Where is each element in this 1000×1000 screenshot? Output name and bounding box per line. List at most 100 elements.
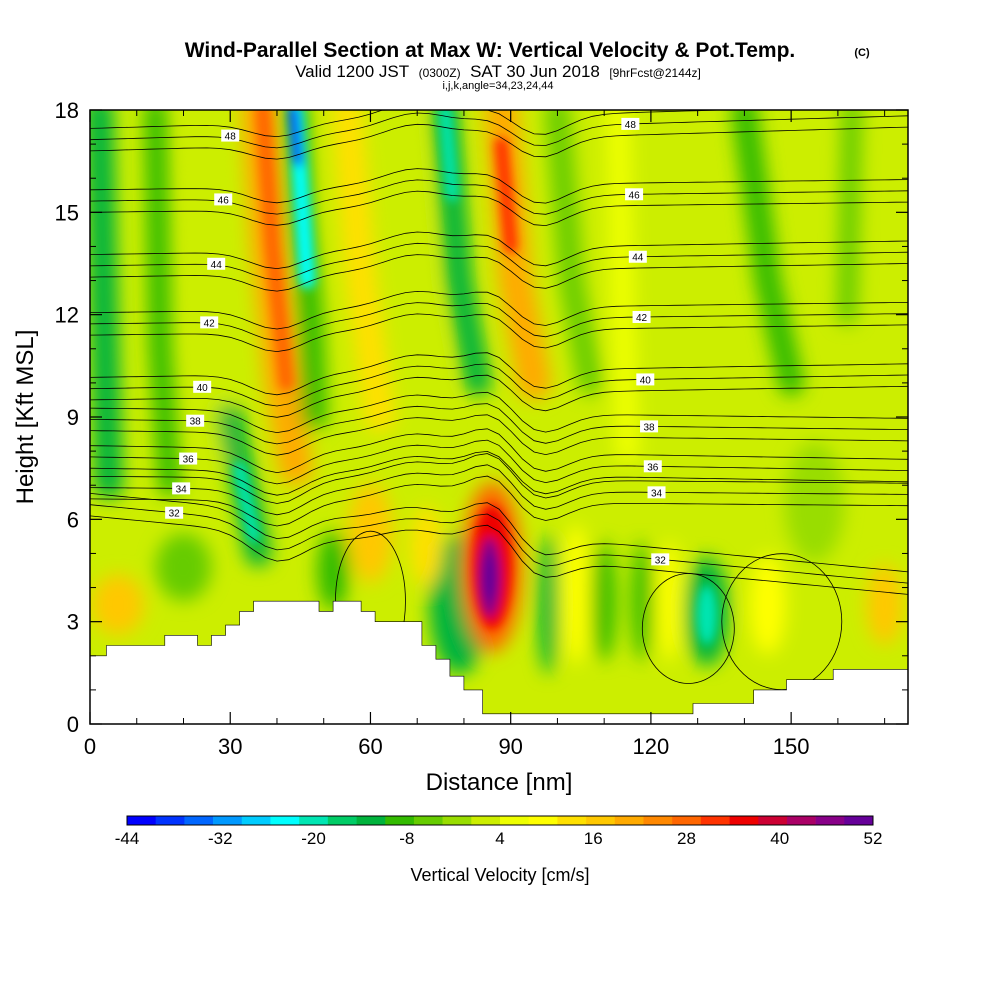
theta-contour-label: 38 [643,422,655,433]
theta-contour-line [90,363,908,407]
theta-contour-line [90,515,908,595]
theta-contour-label: 40 [640,375,652,386]
y-tick-label: 15 [55,200,79,225]
theta-contour-label: 36 [183,455,195,466]
colorbar-swatch [672,816,702,825]
theta-contour-line [90,374,908,418]
theta-contour-line [90,302,908,341]
theta-contour-line [90,168,908,204]
theta-contour-label-box [221,129,240,142]
colorbar-swatch [586,816,616,825]
colorbar-tick-label: -44 [115,829,140,848]
theta-contour-label: 38 [190,417,202,428]
velocity-downdraft-cell [317,530,350,611]
colorbar-swatch [614,816,644,825]
theta-contour-line [90,231,908,270]
theta-contour-line [90,391,908,434]
y-tick-label: 6 [67,507,79,532]
velocity-weak-band [606,110,640,464]
colorbar-swatch [471,816,501,825]
colorbar-swatch [700,816,730,825]
velocity-downdraft-band [144,110,181,497]
subtitle-utc-time: (0300Z) [419,66,461,80]
x-tick-label: 30 [218,734,242,759]
colorbar-swatch [500,816,529,825]
colorbar-title: Vertical Velocity [cm/s] [410,865,589,885]
colorbar-swatch [270,816,300,825]
colorbar-tick-label: 16 [584,829,603,848]
colorbar-swatch [184,816,214,825]
theta-contour-line [90,254,908,292]
y-tick-label: 18 [55,98,79,123]
theta-contour-line [90,190,908,227]
theta-contour-label: 44 [211,260,223,271]
velocity-updraft-max [482,553,497,602]
velocity-downdraft-band [837,110,862,325]
velocity-updraft-cell [410,506,443,587]
colorbar-tick-label: 52 [864,829,883,848]
theta-contour-label: 42 [636,313,648,324]
theta-contour-label-box [207,257,226,270]
copyright-mark: (C) [854,47,870,59]
colorbar-swatch [327,816,357,825]
theta-contour-label: 32 [655,555,667,566]
theta-contour-label-box [647,486,666,499]
theta-contour-line [90,493,908,573]
theta-contour-label: 48 [625,120,637,131]
chart-title: Wind-Parallel Section at Max W: Vertical… [185,39,796,62]
theta-contour-loop [641,573,735,684]
theta-contour-label: 36 [647,462,659,473]
velocity-downdraft-cell [631,541,652,662]
colorbar-swatch [815,816,845,825]
theta-contour-label: 40 [197,383,209,394]
theta-contour-label-box [165,506,184,519]
theta-contour-label: 34 [176,484,188,495]
chart-subtitle: Valid 1200 JST (0300Z) SAT 30 Jun 2018 [… [295,62,701,81]
colorbar-swatch [786,816,816,825]
theta-contour-label: 32 [169,509,181,520]
colorbar-swatch [213,816,243,825]
subtitle-date: SAT 30 Jun 2018 [470,62,600,81]
colorbar-swatch [643,816,673,825]
colorbar-swatch [844,816,874,825]
velocity-downdraft-cell [538,534,559,675]
theta-contour-label-box [628,250,647,263]
y-tick-label: 9 [67,405,79,430]
colorbar-swatch [758,816,788,825]
colorbar-tick-label: 4 [495,829,504,848]
colorbar-tick-label: -8 [399,829,414,848]
velocity-updraft-core [254,110,295,391]
colorbar-swatch [356,816,386,825]
theta-contour-line [90,414,908,456]
theta-contour-line [90,439,908,485]
velocity-downdraft-core [697,584,718,645]
velocity-updraft-cell [749,554,786,655]
theta-contour-label: 46 [629,190,641,201]
subtitle-forecast: [9hrFcst@2144z] [609,66,701,80]
theta-contour-label-box [625,188,644,201]
velocity-downdraft-cell [592,541,617,662]
theta-contour-label: 46 [218,195,230,206]
theta-contour-label: 42 [204,318,216,329]
colorbar: -44 -32 -20 -8 4 16 28 40 52 [115,815,883,848]
colorbar-swatch [299,816,329,825]
terrain-mask [90,600,908,724]
theta-contour-line [90,352,908,396]
velocity-downdraft-core [439,110,459,202]
theta-contour-line [90,464,908,516]
x-tick-label: 150 [773,734,810,759]
terrain [90,600,908,724]
velocity-downdraft-max [288,110,304,167]
theta-contour-label-box [651,553,670,566]
theta-contour-label: 44 [632,253,644,264]
colorbar-swatch [241,816,271,825]
colorbar-swatch [442,816,472,825]
theta-contour-label-box [200,316,219,329]
theta-contour-label: 34 [651,488,663,499]
plot-area: 32 32 34 34 36 36 38 38 40 40 42 42 44 44 46 46 48 48 [90,110,908,724]
colorbar-swatch [528,816,558,825]
colorbar-swatch [127,816,156,825]
x-axis-label: Distance [nm] [426,769,573,796]
